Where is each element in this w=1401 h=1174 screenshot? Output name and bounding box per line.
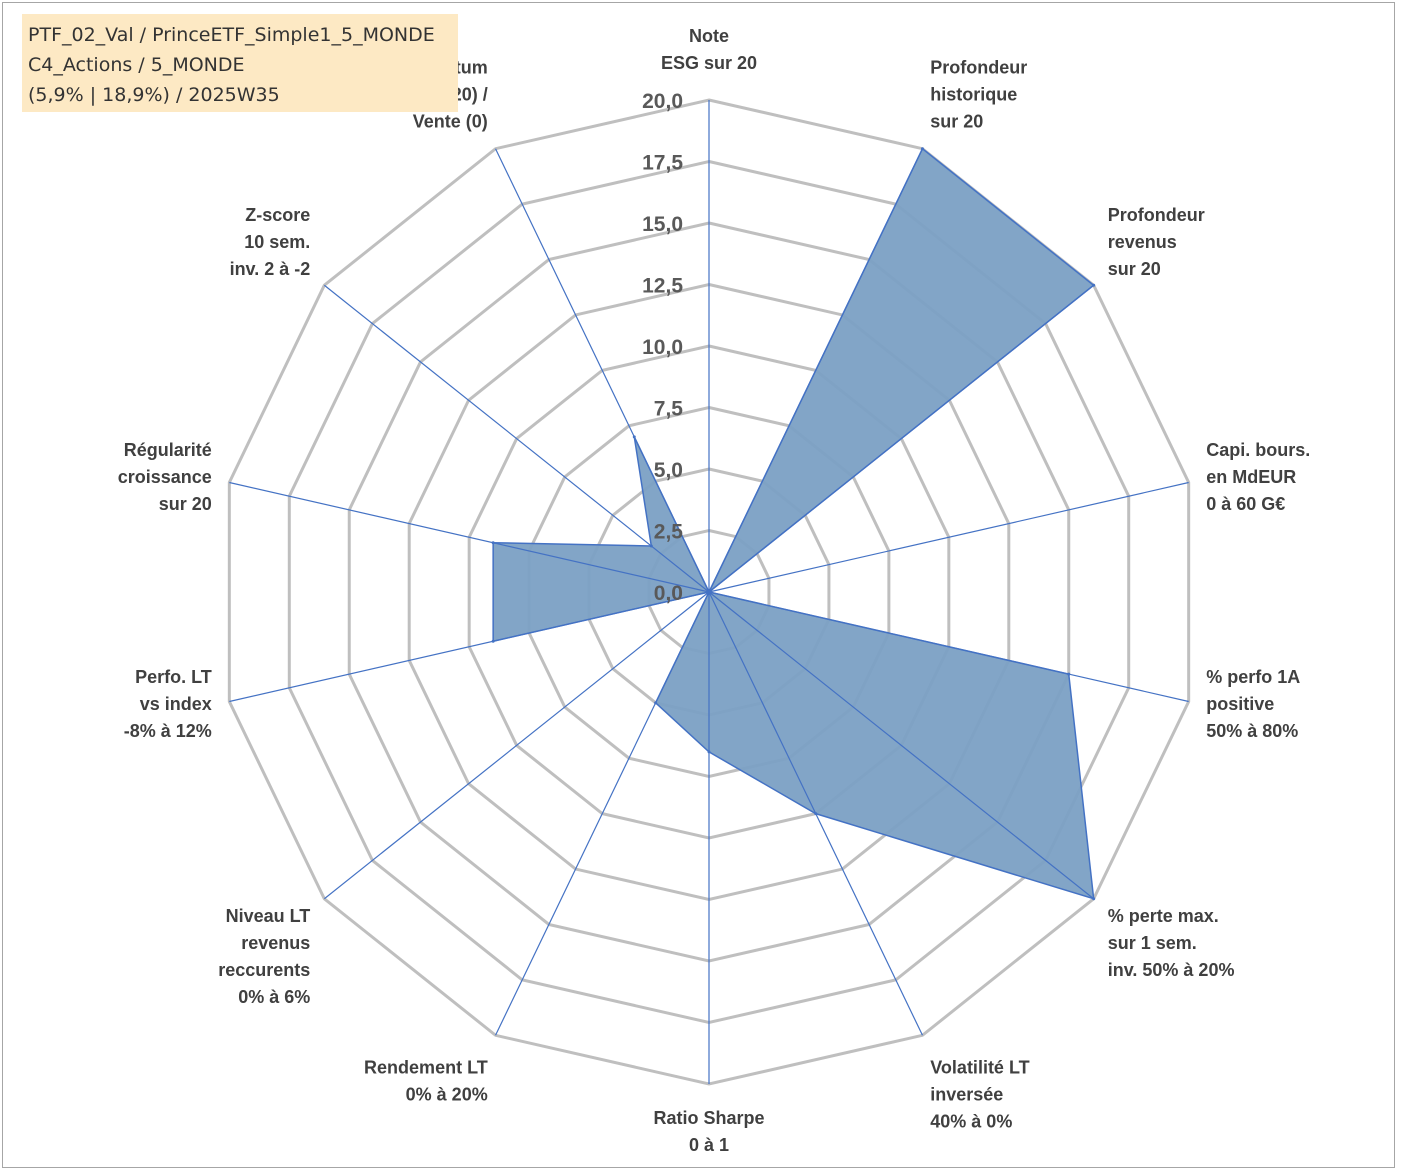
axis-label-2-line-1: revenus (1108, 232, 1177, 252)
axis-label-4: % perfo 1A positive 50% à 80% (1206, 667, 1300, 741)
axis-label-3-line-2: 0 à 60 G€ (1206, 494, 1285, 514)
axis-label-12-line-0: Z-score (245, 205, 310, 225)
data-point-9 (707, 590, 711, 594)
data-point-5 (1092, 897, 1096, 901)
axis-label-12-line-2: inv. 2 à -2 (230, 259, 311, 279)
axis-label-12-line-1: 10 sem. (244, 232, 310, 252)
axis-label-11: Régularité croissance sur 20 (118, 440, 212, 514)
axis-label-9-line-2: reccurents (218, 960, 310, 980)
axis-label-7: Ratio Sharpe 0 à 1 (653, 1108, 764, 1155)
axis-label-5-line-1: sur 1 sem. (1108, 933, 1197, 953)
axis-label-3: Capi. bours. en MdEUR 0 à 60 G€ (1206, 440, 1310, 514)
axis-label-10-line-2: -8% à 12% (124, 721, 212, 741)
axis-label-0-line-1: ESG sur 20 (661, 53, 757, 73)
axis-label-1: Profondeur historique sur 20 (930, 58, 1027, 132)
data-point-11 (491, 541, 495, 545)
axis-label-1-line-0: Profondeur (930, 58, 1027, 78)
data-point-6 (814, 812, 818, 816)
data-point-12 (649, 544, 653, 548)
axis-label-6: Volatilité LT inversée 40% à 0% (930, 1057, 1029, 1131)
axis-spoke-11 (229, 481, 710, 593)
tick-label-4: 10,0 (642, 336, 683, 359)
axis-spoke-5 (708, 591, 1095, 900)
tick-label-0: 0,0 (654, 582, 683, 605)
axis-label-0-line-0: Note (689, 26, 729, 46)
axis-label-9: Niveau LT revenus reccurents 0% à 6% (218, 906, 310, 1007)
axis-label-8: Rendement LT 0% à 20% (364, 1057, 488, 1104)
axis-label-8-line-0: Rendement LT (364, 1057, 488, 1077)
axis-label-2: Profondeur revenus sur 20 (1108, 205, 1205, 279)
axis-label-6-line-0: Volatilité LT (930, 1057, 1029, 1077)
axis-label-3-line-1: en MdEUR (1206, 467, 1296, 487)
axis-label-4-line-2: 50% à 80% (1206, 721, 1298, 741)
axis-spoke-9 (323, 591, 710, 900)
axis-label-10-line-0: Perfo. LT (135, 667, 212, 687)
title-line-3: (5,9% | 18,9%) / 2025W35 (28, 84, 280, 106)
axis-spoke-13 (494, 148, 710, 593)
data-point-2 (1092, 283, 1096, 287)
data-point-10 (491, 639, 495, 643)
axis-label-4-line-0: % perfo 1A (1206, 667, 1300, 687)
tick-label-6: 15,0 (642, 213, 683, 236)
data-point-7 (707, 750, 711, 754)
axis-label-1-line-2: sur 20 (930, 112, 983, 132)
axis-label-9-line-0: Niveau LT (226, 906, 311, 926)
axis-spoke-12 (323, 284, 710, 593)
tick-label-7: 17,5 (642, 152, 683, 175)
axis-spoke-2 (708, 284, 1095, 593)
axis-label-1-line-1: historique (930, 85, 1017, 105)
axis-label-6-line-2: 40% à 0% (930, 1111, 1012, 1131)
tick-label-2: 5,0 (654, 459, 683, 482)
tick-label-5: 12,5 (642, 275, 683, 298)
axis-label-13-line-2: Vente (0) (413, 112, 488, 132)
axis-label-5-line-2: inv. 50% à 20% (1108, 960, 1235, 980)
data-point-13 (632, 435, 636, 439)
axis-spoke-1 (708, 148, 924, 593)
axis-label-9-line-3: 0% à 6% (238, 987, 310, 1007)
axis-spoke-4 (708, 591, 1189, 703)
axis-label-6-line-1: inversée (930, 1084, 1003, 1104)
data-point-1 (920, 147, 924, 151)
axis-label-9-line-1: revenus (241, 933, 310, 953)
axis-label-3-line-0: Capi. bours. (1206, 440, 1310, 460)
title-line-1: PTF_02_Val / PrinceETF_Simple1_5_MONDE (28, 24, 435, 46)
axis-label-11-line-0: Régularité (124, 440, 212, 460)
axis-label-11-line-1: croissance (118, 467, 212, 487)
axis-label-5-line-0: % perte max. (1108, 906, 1219, 926)
axis-label-10-line-1: vs index (140, 694, 212, 714)
axis-label-7-line-0: Ratio Sharpe (653, 1108, 764, 1128)
tick-label-8: 20,0 (642, 90, 683, 113)
axis-label-11-line-2: sur 20 (159, 494, 212, 514)
axis-label-7-line-1: 0 à 1 (689, 1135, 729, 1155)
axis-label-5: % perte max. sur 1 sem. inv. 50% à 20% (1108, 906, 1235, 980)
axis-label-2-line-0: Profondeur (1108, 205, 1205, 225)
title-box: PTF_02_Val / PrinceETF_Simple1_5_MONDE C… (22, 14, 458, 112)
axis-label-2-line-2: sur 20 (1108, 259, 1161, 279)
axis-label-4-line-1: positive (1206, 694, 1274, 714)
title-line-2: C4_Actions / 5_MONDE (28, 54, 245, 76)
data-point-4 (1067, 672, 1071, 676)
axis-label-8-line-1: 0% à 20% (406, 1084, 488, 1104)
data-point-8 (654, 701, 658, 705)
tick-label-1: 2,5 (654, 521, 684, 544)
axis-spoke-10 (229, 591, 710, 703)
data-series-area (492, 147, 1095, 900)
axis-label-12: Z-score 10 sem. inv. 2 à -2 (230, 205, 311, 279)
axis-label-10: Perfo. LT vs index -8% à 12% (124, 667, 212, 741)
axis-spoke-8 (494, 591, 710, 1036)
axis-label-0: Note ESG sur 20 (661, 26, 757, 73)
tick-label-3: 7,5 (654, 398, 684, 421)
axis-spoke-3 (708, 481, 1189, 593)
